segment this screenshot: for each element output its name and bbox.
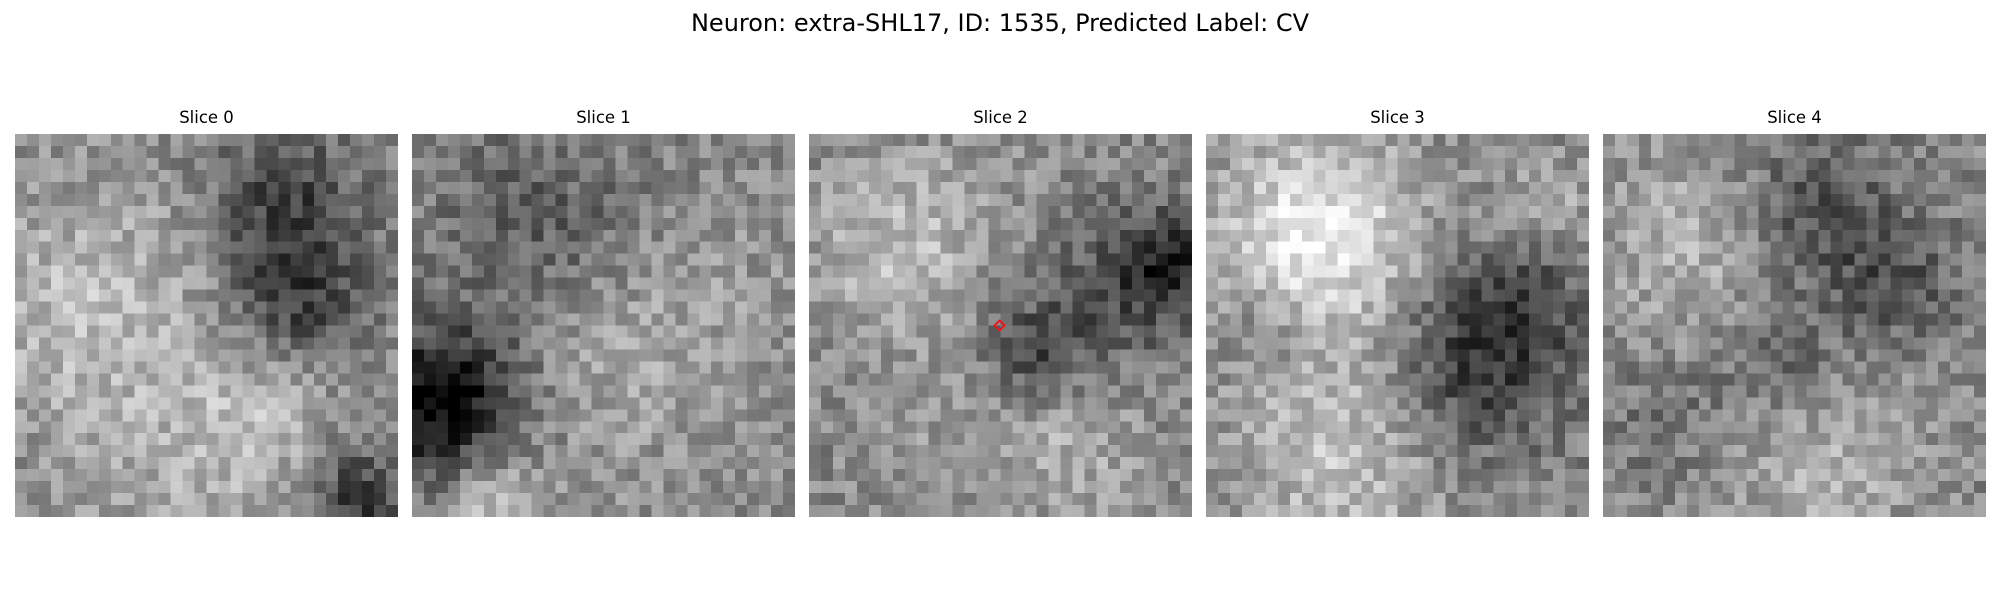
slice-title: Slice 3 bbox=[1206, 108, 1589, 128]
slice-image bbox=[15, 134, 398, 517]
slice-panel-3: Slice 3 bbox=[1206, 108, 1589, 128]
slice-panel-0: Slice 0 bbox=[15, 108, 398, 128]
slice-image bbox=[1603, 134, 1986, 517]
slice-panel-2: Slice 2 bbox=[809, 108, 1192, 128]
slice-title: Slice 4 bbox=[1603, 108, 1986, 128]
slice-panel-1: Slice 1 bbox=[412, 108, 795, 128]
slice-image bbox=[809, 134, 1192, 517]
slice-image bbox=[412, 134, 795, 517]
slice-title: Slice 0 bbox=[15, 108, 398, 128]
slice-panel-4: Slice 4 bbox=[1603, 108, 1986, 128]
figure-title: Neuron: extra-SHL17, ID: 1535, Predicted… bbox=[0, 8, 2000, 38]
slice-title: Slice 1 bbox=[412, 108, 795, 128]
slice-title: Slice 2 bbox=[809, 108, 1192, 128]
slice-image bbox=[1206, 134, 1589, 517]
